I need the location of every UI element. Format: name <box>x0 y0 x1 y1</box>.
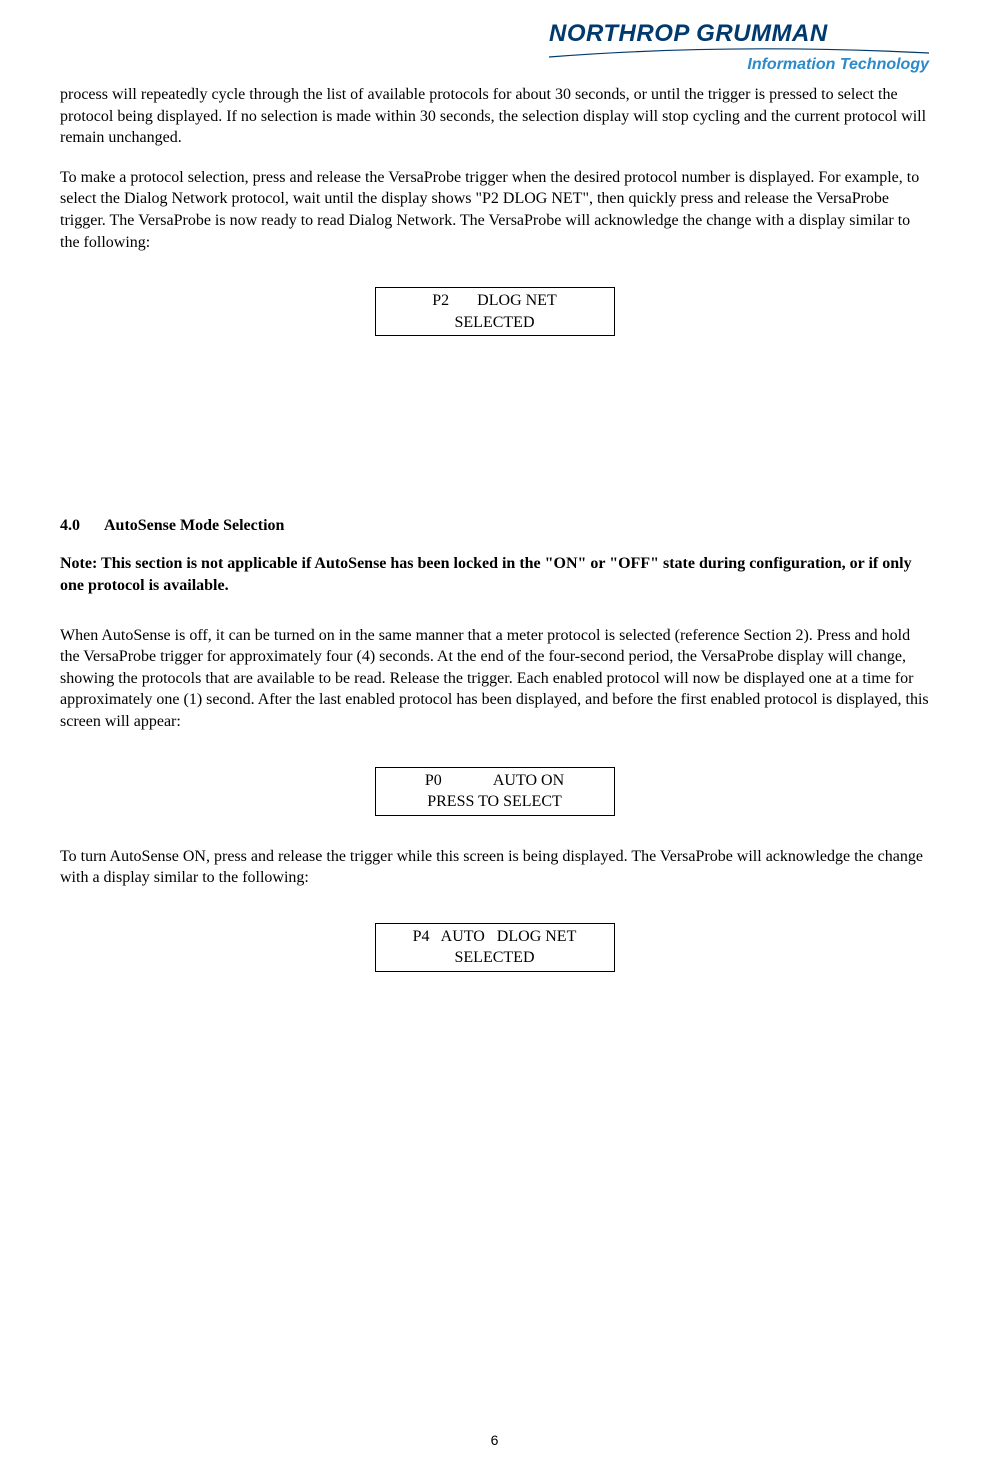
display-box-p4-auto-dlog: P4 AUTO DLOG NET SELECTED <box>375 923 615 972</box>
paragraph-protocol-selection: To make a protocol selection, press and … <box>60 167 929 253</box>
note-paragraph: Note: This section is not applicable if … <box>60 553 929 596</box>
display-line: SELECTED <box>384 312 606 334</box>
logo-company-name: NORTHROP GRUMMAN <box>549 20 929 48</box>
logo-container: NORTHROP GRUMMAN Information Technology <box>549 20 929 74</box>
section-heading: 4.0 AutoSense Mode Selection <box>60 517 929 535</box>
header-logo: NORTHROP GRUMMAN Information Technology <box>60 20 929 74</box>
logo-swoosh-icon <box>549 46 929 58</box>
display-line: PRESS TO SELECT <box>384 791 606 813</box>
display-box-p2-dlog: P2 DLOG NET SELECTED <box>375 287 615 336</box>
display-line: P4 AUTO DLOG NET <box>384 926 606 948</box>
page-number: 6 <box>0 1432 989 1448</box>
display-box-p0-auto-on: P0 AUTO ON PRESS TO SELECT <box>375 767 615 816</box>
display-line: P0 AUTO ON <box>384 770 606 792</box>
section-number: 4.0 <box>60 517 80 534</box>
paragraph-autosense-on: When AutoSense is off, it can be turned … <box>60 625 929 733</box>
paragraph-intro-continuation: process will repeatedly cycle through th… <box>60 84 929 149</box>
paragraph-autosense-ack: To turn AutoSense ON, press and release … <box>60 846 929 889</box>
display-line: P2 DLOG NET <box>384 290 606 312</box>
display-line: SELECTED <box>384 947 606 969</box>
section-title: AutoSense Mode Selection <box>104 517 284 534</box>
